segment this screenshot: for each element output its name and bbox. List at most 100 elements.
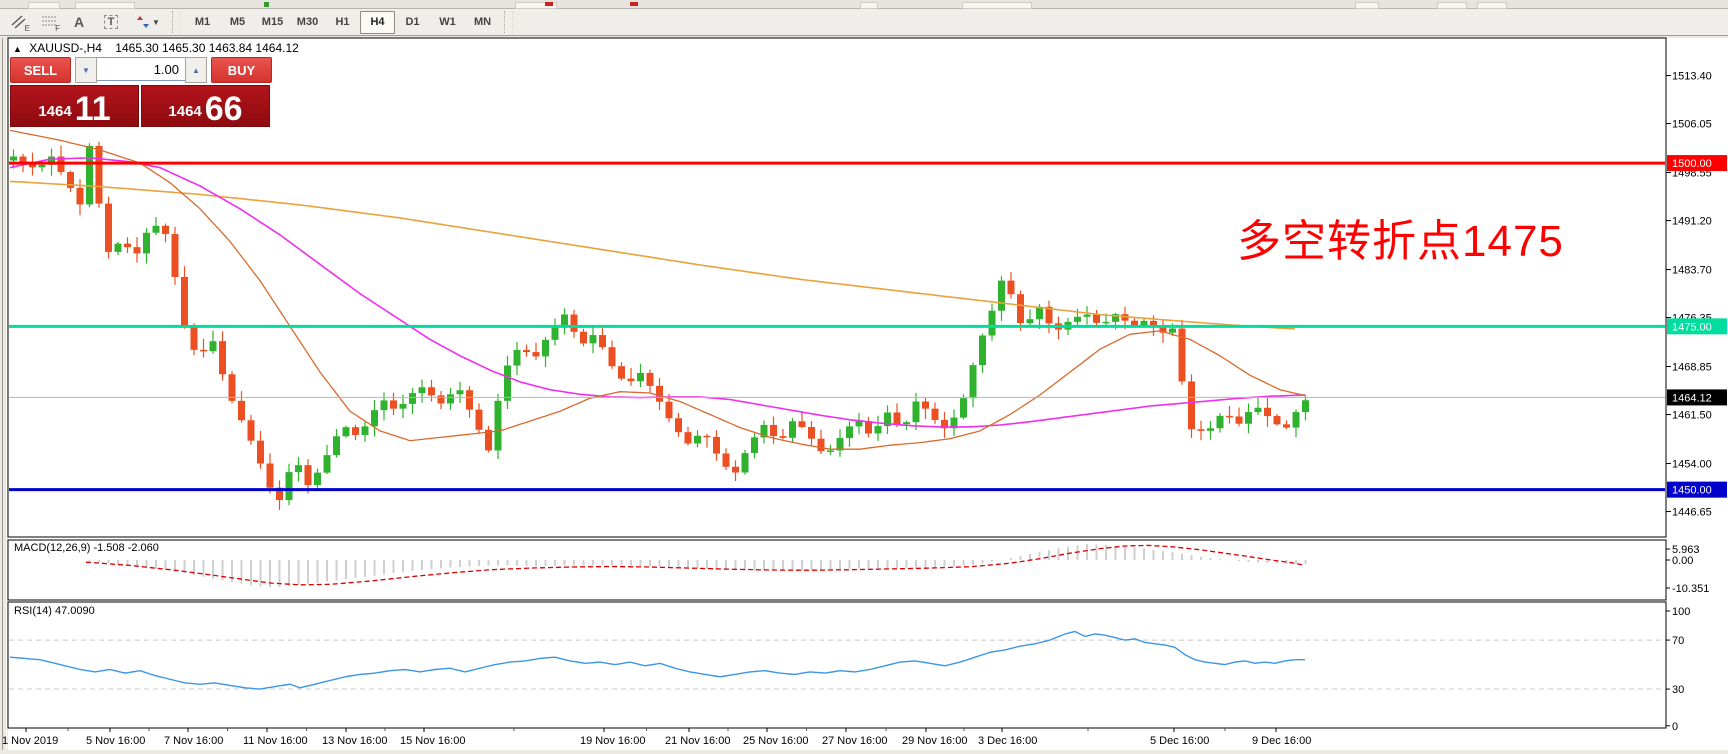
trade-controls-row: SELL ▼ ▲ BUY <box>10 57 272 83</box>
tf-button-H1[interactable]: H1 <box>335 16 350 28</box>
red-mark <box>630 2 638 6</box>
toolbar-fragment <box>515 2 557 9</box>
svg-text:9 Dec 16:00: 9 Dec 16:00 <box>1252 735 1311 747</box>
text-label-glyph: T <box>103 15 119 29</box>
arrows-icon[interactable]: ▼ <box>129 10 167 34</box>
macd-signal-line <box>85 544 1305 586</box>
timeframe-group: M1 M5 M15 M30 H1 H4 D1 W1 MN <box>185 9 500 35</box>
text-label-icon[interactable]: T <box>95 10 127 34</box>
svg-text:5 Dec 16:00: 5 Dec 16:00 <box>1150 735 1209 747</box>
svg-text:27 Nov 16:00: 27 Nov 16:00 <box>822 735 887 747</box>
svg-text:1475.00: 1475.00 <box>1672 321 1712 333</box>
dropdown-caret-icon[interactable]: ▼ <box>152 17 160 27</box>
svg-text:0: 0 <box>1672 721 1678 733</box>
bid-price-big: 11 <box>74 90 111 128</box>
text-icon-glyph: A <box>73 14 85 30</box>
sell-button[interactable]: SELL <box>10 57 71 83</box>
svg-text:1513.40: 1513.40 <box>1672 71 1712 83</box>
spinner-up-icon: ▲ <box>192 65 200 75</box>
price-axis[interactable]: 1513.401506.051498.551491.201483.701476.… <box>1666 71 1727 733</box>
window-top-strip <box>0 0 1728 9</box>
ask-price-big: 66 <box>204 90 243 128</box>
candlestick-series <box>10 141 1309 510</box>
rsi-line <box>9 630 1305 690</box>
svg-text:13 Nov 16:00: 13 Nov 16:00 <box>322 735 387 747</box>
svg-text:5 Nov 16:00: 5 Nov 16:00 <box>86 735 145 747</box>
toolbar-separator <box>172 11 181 33</box>
svg-text:1491.20: 1491.20 <box>1672 216 1712 228</box>
green-indicator-dot <box>264 2 269 7</box>
fibonacci-icon[interactable]: F <box>35 10 63 34</box>
quote-row: 1464 11 1464 66 <box>10 85 272 127</box>
svg-text:-10.351: -10.351 <box>1672 583 1709 595</box>
tf-button-M1[interactable]: M1 <box>194 16 211 28</box>
volume-increase-button[interactable]: ▲ <box>185 57 207 83</box>
spinner-down-icon: ▼ <box>82 65 90 75</box>
tf-button-M15[interactable]: M15 <box>261 16 284 28</box>
rsi-panel[interactable] <box>9 630 1665 690</box>
svg-text:1500.00: 1500.00 <box>1672 158 1712 170</box>
toolbar-fragment <box>75 2 135 9</box>
macd-panel[interactable] <box>85 544 1307 588</box>
tf-button-MN[interactable]: MN <box>473 16 492 28</box>
svg-text:1450.00: 1450.00 <box>1672 485 1712 497</box>
svg-text:0.00: 0.00 <box>1672 555 1693 567</box>
tf-button-W1[interactable]: W1 <box>439 16 456 28</box>
channel-sub-label: E <box>24 24 30 33</box>
main-toolbar: E F A T ▼ <box>0 9 1728 36</box>
svg-text:11 Nov 16:00: 11 Nov 16:00 <box>243 735 308 747</box>
svg-text:70: 70 <box>1672 635 1684 647</box>
svg-text:100: 100 <box>1672 606 1690 618</box>
macd-panel-frame <box>7 539 1667 601</box>
bid-price-small: 1464 <box>38 103 72 120</box>
toolbar-fragment <box>860 2 878 9</box>
svg-text:1446.65: 1446.65 <box>1672 507 1712 519</box>
ask-quote[interactable]: 1464 66 <box>141 85 270 127</box>
rsi-panel-frame <box>7 601 1667 729</box>
toolbar-fragment <box>962 2 1032 9</box>
collapse-arrow-icon[interactable]: ▲ <box>13 44 22 54</box>
svg-text:5.963: 5.963 <box>1672 544 1700 556</box>
volume-input[interactable] <box>97 57 185 81</box>
tf-button-M30[interactable]: M30 <box>296 16 319 28</box>
ask-price-small: 1464 <box>168 103 202 120</box>
toolbar-fragment <box>1437 2 1467 9</box>
svg-text:15 Nov 16:00: 15 Nov 16:00 <box>400 735 465 747</box>
toolbar-separator <box>504 11 513 33</box>
one-click-trading-panel: SELL ▼ ▲ BUY 1464 11 1464 66 <box>10 57 272 127</box>
volume-decrease-button[interactable]: ▼ <box>75 57 97 83</box>
time-axis[interactable]: 1 Nov 2019 5 Nov 16:00 7 Nov 16:00 11 Nov 1… <box>2 728 1311 747</box>
rsi-label: RSI(14) 47.0090 <box>14 605 95 617</box>
svg-text:1 Nov 2019: 1 Nov 2019 <box>2 735 58 747</box>
tf-button-H4[interactable]: H4 <box>360 10 395 34</box>
bid-quote[interactable]: 1464 11 <box>10 85 139 127</box>
svg-text:1464.12: 1464.12 <box>1672 392 1712 404</box>
main-chart-panel[interactable] <box>9 129 1309 510</box>
symbol-label: XAUUSD-,H4 <box>29 41 102 55</box>
svg-text:29 Nov 16:00: 29 Nov 16:00 <box>902 735 967 747</box>
ohlc-values: 1465.30 1465.30 1463.84 1464.12 <box>115 41 299 55</box>
toolbar-fragment <box>28 2 60 9</box>
ma-fast-line <box>9 129 1306 450</box>
equidistant-channel-icon[interactable]: E <box>5 10 33 34</box>
svg-text:1468.85: 1468.85 <box>1672 362 1712 374</box>
svg-text:7 Nov 16:00: 7 Nov 16:00 <box>164 735 223 747</box>
svg-text:1506.05: 1506.05 <box>1672 119 1712 131</box>
svg-text:25 Nov 16:00: 25 Nov 16:00 <box>743 735 808 747</box>
fibo-sub-label: F <box>55 24 60 33</box>
volume-stepper: ▼ ▲ <box>75 57 207 83</box>
text-icon[interactable]: A <box>65 10 93 34</box>
red-mark <box>545 2 553 6</box>
svg-text:3 Dec 16:00: 3 Dec 16:00 <box>978 735 1037 747</box>
buy-button[interactable]: BUY <box>211 57 272 83</box>
svg-text:30: 30 <box>1672 684 1684 696</box>
chart-text-annotation[interactable]: 多空转折点1475 <box>1237 217 1564 266</box>
tf-button-M5[interactable]: M5 <box>229 16 246 28</box>
svg-text:1454.00: 1454.00 <box>1672 459 1712 471</box>
svg-text:19 Nov 16:00: 19 Nov 16:00 <box>580 735 645 747</box>
toolbar-fragment <box>1477 2 1507 9</box>
tf-button-D1[interactable]: D1 <box>405 16 420 28</box>
ma-slow-line <box>9 180 1296 330</box>
